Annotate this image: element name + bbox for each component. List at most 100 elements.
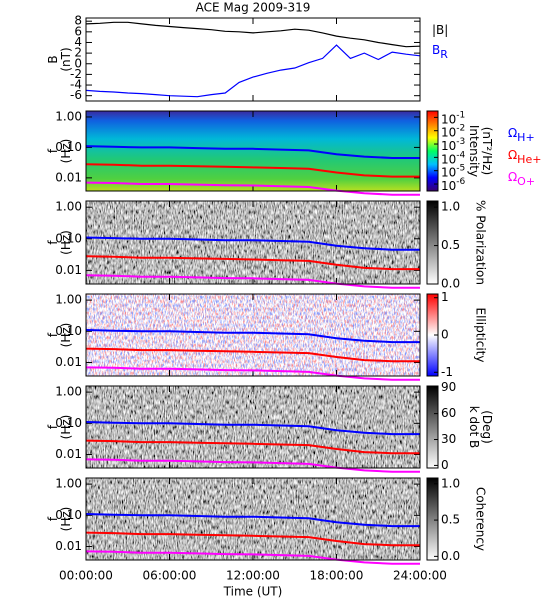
colorbar-tick-label: 0.0	[441, 277, 460, 291]
colorbar-label: % Polarization	[474, 200, 488, 285]
tick-base: 10	[441, 125, 456, 139]
spectrogram-image	[86, 386, 420, 468]
spectrogram-image	[86, 294, 420, 376]
spectrogram-image	[86, 201, 420, 284]
y-axis-label: (nT)	[59, 47, 73, 71]
colorbar-label: k dot B	[467, 406, 481, 448]
y-tick-label: 6	[74, 24, 82, 38]
data-line	[85, 255, 420, 271]
tick-base: 10	[441, 152, 456, 166]
y-axis-label: (Hz)	[59, 507, 73, 532]
data-line	[85, 347, 420, 363]
colorbar	[426, 385, 439, 469]
tick-exponent: -2	[456, 123, 465, 133]
colorbar-label: (Deg)	[480, 410, 494, 444]
plot-frame	[85, 17, 421, 102]
data-line	[85, 513, 420, 528]
data-line	[85, 145, 420, 159]
colorbar-label: Intensity	[467, 125, 481, 177]
tick-exponent: -6	[456, 177, 465, 187]
tick-exponent: -5	[456, 163, 465, 173]
data-line	[85, 366, 420, 381]
data-line	[85, 458, 420, 473]
tick-base: 10	[441, 179, 456, 193]
legend-name: |B|	[432, 23, 448, 37]
y-tick-label: 0.01	[55, 539, 82, 553]
x-tick-label: 24:00:00	[393, 569, 447, 583]
plot-frame	[85, 110, 421, 192]
colorbar-tick-label: 1.0	[441, 476, 460, 490]
colorbar-label: Coherency	[474, 487, 488, 551]
y-axis-label: B	[46, 55, 60, 63]
legend-entry: ΩO+	[508, 170, 535, 189]
data-line	[85, 236, 420, 251]
x-tick-label: 00:00:00	[59, 569, 113, 583]
data-line	[85, 531, 420, 547]
colorbar-tick-label: 0.5	[441, 513, 460, 527]
y-axis-label: f	[46, 424, 60, 429]
y-tick-label: 1.00	[55, 109, 82, 123]
data-line	[85, 181, 420, 196]
colorbar-tick-label: 1.0	[441, 200, 460, 214]
y-tick-label: 1.00	[55, 385, 82, 399]
y-tick-label: -6	[70, 88, 82, 102]
legend-subscript: O+	[517, 175, 535, 188]
legend-name: B	[432, 43, 440, 57]
y-axis-label: f	[46, 516, 60, 521]
legend-name: Ω	[508, 126, 517, 140]
data-line	[85, 274, 420, 289]
colorbar-tick-label: -1	[441, 365, 453, 379]
data-line	[85, 163, 420, 178]
tick-base: 10	[441, 165, 456, 179]
legend-name: Ω	[508, 148, 517, 162]
colorbar-tick-label: 60	[441, 406, 456, 420]
legend-entry: |B|	[432, 23, 448, 37]
y-axis-label: (Hz)	[59, 139, 73, 164]
colorbar-tick-label: 10-1	[441, 110, 465, 126]
y-axis-label: f	[46, 240, 60, 245]
data-line	[85, 421, 420, 436]
colorbar	[426, 477, 439, 561]
y-axis-label: (Hz)	[59, 323, 73, 348]
legend-subscript: R	[440, 48, 448, 61]
colorbar-tick-label: 0.5	[441, 238, 460, 252]
y-tick-label: -4	[70, 78, 82, 92]
y-tick-label: 0.10	[55, 140, 82, 154]
data-line	[85, 44, 421, 98]
legend-subscript: He+	[517, 153, 541, 166]
tick-exponent: -3	[456, 137, 465, 147]
colorbar-tick-label: 10-5	[441, 163, 465, 179]
colorbar-tick-label: 0.0	[441, 549, 460, 563]
y-axis-label: f	[46, 332, 60, 337]
plot-frame	[85, 477, 421, 561]
y-tick-label: 8	[74, 14, 82, 28]
y-tick-label: 1.00	[55, 200, 82, 214]
y-axis-label: f	[46, 148, 60, 153]
tick-exponent: -1	[456, 110, 465, 120]
tick-base: 10	[441, 112, 456, 126]
y-tick-label: 0.10	[55, 416, 82, 430]
y-tick-label: 4	[74, 35, 82, 49]
y-tick-label: 0.10	[55, 324, 82, 338]
y-tick-label: 1.00	[55, 293, 82, 307]
colorbar-tick-label: 10-6	[441, 177, 466, 193]
x-tick-label: 12:00:00	[226, 569, 280, 583]
x-axis-label: Time (UT)	[223, 585, 283, 599]
colorbar-tick-label: 10-2	[441, 123, 465, 139]
y-tick-label: 1.00	[55, 477, 82, 491]
data-line	[85, 329, 420, 344]
data-line	[85, 550, 420, 565]
legend-subscript: H+	[517, 131, 535, 144]
x-tick-label: 18:00:00	[310, 569, 364, 583]
colorbar	[426, 110, 439, 192]
y-axis-label: (Hz)	[59, 230, 73, 255]
legend-entry: ΩHe+	[508, 148, 541, 167]
colorbar-tick-label: 10-3	[441, 137, 465, 153]
y-tick-label: 2	[74, 46, 82, 60]
data-line	[85, 439, 420, 455]
colorbar-tick-label: 30	[441, 432, 456, 446]
spectrogram-image	[86, 111, 420, 191]
spectrogram-image	[86, 478, 420, 560]
chart-title: ACE Mag 2009-319	[196, 1, 311, 15]
